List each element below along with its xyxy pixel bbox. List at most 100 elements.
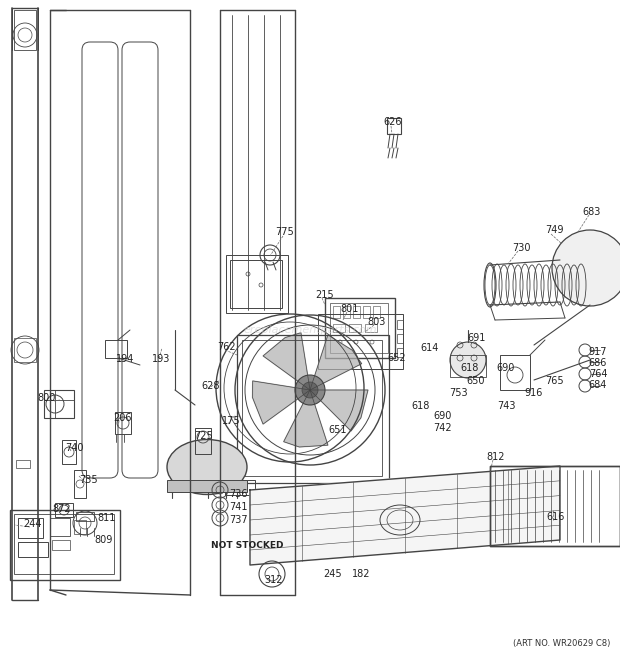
Text: 626: 626 (384, 117, 402, 127)
Polygon shape (263, 333, 310, 390)
Text: 809: 809 (95, 535, 113, 545)
Bar (55, 503, 73, 517)
Bar (14, 514, 114, 574)
Text: 742: 742 (433, 423, 453, 433)
Bar (237, 335, 389, 483)
Bar (325, 298, 395, 358)
Text: 616: 616 (547, 512, 565, 522)
Text: 812: 812 (487, 452, 505, 462)
Bar (18, 518, 43, 538)
Bar (16, 460, 30, 468)
Bar (62, 440, 76, 464)
Bar (353, 306, 360, 318)
Bar (318, 314, 403, 369)
Circle shape (450, 342, 486, 378)
Polygon shape (310, 335, 361, 390)
Bar (105, 340, 127, 358)
Text: 737: 737 (229, 515, 247, 525)
Bar (14, 338, 36, 362)
Bar (387, 118, 401, 134)
Text: NOT STOCKED: NOT STOCKED (211, 541, 283, 550)
Text: 206: 206 (113, 413, 131, 423)
Text: 916: 916 (525, 388, 543, 398)
Text: 182: 182 (352, 569, 370, 579)
Text: 743: 743 (497, 401, 515, 411)
Bar (333, 324, 345, 332)
Bar (333, 306, 340, 318)
Bar (228, 483, 246, 492)
Text: (ART NO. WR20629 C8): (ART NO. WR20629 C8) (513, 639, 610, 648)
Text: 803: 803 (368, 317, 386, 327)
Bar (76, 512, 94, 521)
Bar (330, 303, 388, 353)
Text: 215: 215 (316, 290, 334, 300)
Bar (44, 390, 74, 418)
Bar (74, 470, 86, 498)
Text: 652: 652 (388, 353, 406, 363)
Text: 193: 193 (152, 354, 170, 364)
Text: 740: 740 (64, 443, 83, 453)
Text: 762: 762 (218, 342, 236, 352)
Text: 650: 650 (467, 376, 485, 386)
Ellipse shape (167, 440, 247, 494)
Text: 683: 683 (583, 207, 601, 217)
Text: 811: 811 (98, 513, 116, 523)
Text: 618: 618 (461, 363, 479, 373)
Text: 245: 245 (324, 569, 342, 579)
Polygon shape (250, 466, 560, 565)
Text: 735: 735 (80, 475, 99, 485)
Bar (373, 306, 380, 318)
Bar (74, 520, 86, 534)
Text: 691: 691 (468, 333, 486, 343)
Bar (397, 334, 403, 343)
Bar (450, 355, 486, 377)
Text: 917: 917 (589, 347, 607, 357)
Bar (343, 306, 350, 318)
Bar (225, 480, 255, 495)
Text: 312: 312 (265, 575, 283, 585)
Text: 725: 725 (195, 431, 213, 441)
Text: 684: 684 (589, 380, 607, 390)
Text: 686: 686 (589, 358, 607, 368)
Text: 628: 628 (202, 381, 220, 391)
Bar (349, 324, 361, 332)
Text: 175: 175 (222, 416, 241, 426)
Bar (167, 480, 247, 492)
Polygon shape (284, 390, 328, 447)
Text: 618: 618 (412, 401, 430, 411)
Text: 753: 753 (450, 388, 468, 398)
Bar (242, 340, 382, 476)
Text: 872: 872 (53, 504, 71, 514)
Text: 801: 801 (341, 304, 359, 314)
Text: 765: 765 (545, 376, 564, 386)
Text: ereplacementparts.com: ereplacementparts.com (243, 325, 377, 335)
Text: 194: 194 (116, 354, 134, 364)
Circle shape (295, 375, 325, 405)
Polygon shape (310, 390, 368, 431)
Bar (230, 260, 282, 308)
Text: 736: 736 (229, 489, 247, 499)
Bar (14, 10, 36, 50)
Text: 775: 775 (276, 227, 294, 237)
Bar (52, 540, 70, 550)
Bar (115, 412, 131, 434)
Polygon shape (252, 381, 310, 424)
Bar (500, 355, 530, 390)
Text: 741: 741 (229, 502, 247, 512)
Circle shape (302, 382, 318, 398)
Bar (50, 518, 70, 536)
Text: 690: 690 (497, 363, 515, 373)
Text: 749: 749 (545, 225, 563, 235)
Text: 800: 800 (38, 393, 56, 403)
Text: 614: 614 (421, 343, 439, 353)
Text: 690: 690 (434, 411, 452, 421)
Bar (195, 428, 211, 454)
Bar (397, 320, 403, 329)
Bar (365, 324, 377, 332)
Text: 764: 764 (589, 369, 607, 379)
Bar (10, 510, 120, 580)
Text: 730: 730 (512, 243, 530, 253)
Circle shape (552, 230, 620, 306)
Bar (226, 255, 288, 313)
Bar (18, 542, 48, 557)
